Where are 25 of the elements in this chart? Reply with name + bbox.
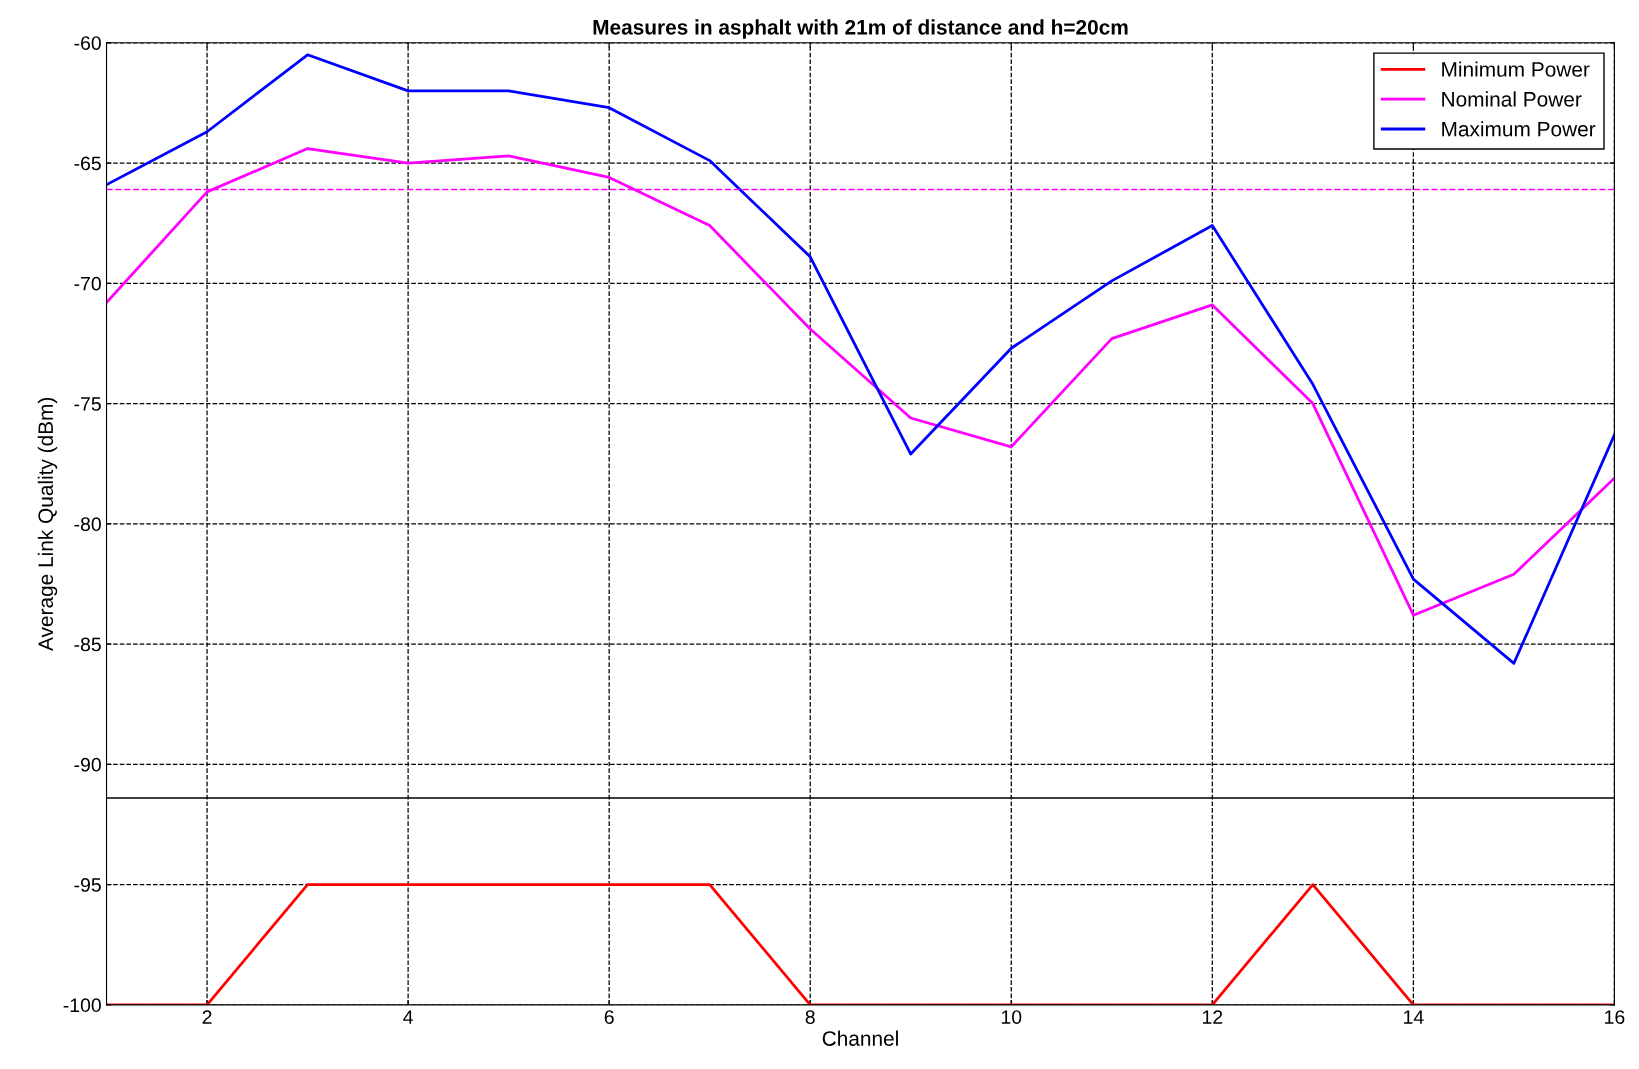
- y-tick-label: -90: [74, 757, 101, 772]
- x-tick-label: 2: [202, 1010, 212, 1024]
- y-axis-title: Average Link Quality (dBm): [37, 397, 58, 651]
- x-axis-title: Channel: [822, 1030, 898, 1046]
- x-tick-label: 8: [805, 1010, 815, 1024]
- y-tick-label: -70: [74, 276, 101, 291]
- x-tick-label: 12: [1202, 1010, 1223, 1024]
- x-tick-label: 16: [1605, 1010, 1625, 1024]
- y-tick-label: -65: [74, 156, 101, 171]
- line-series: [106, 147, 1615, 617]
- x-tick-label: 6: [604, 1010, 614, 1024]
- line-series: [106, 53, 1615, 665]
- y-tick-label: -80: [74, 517, 101, 532]
- legend-label: Nominal Power: [1442, 91, 1582, 107]
- y-tick-label: -75: [74, 397, 101, 411]
- y-tick-label: -85: [74, 637, 101, 652]
- y-tick-label: -100: [63, 998, 101, 1013]
- legend-label: Minimum Power: [1442, 61, 1590, 77]
- y-tick-label: -60: [74, 36, 101, 50]
- x-tick-label: 10: [1001, 1010, 1022, 1024]
- legend-label: Maximum Power: [1442, 121, 1596, 137]
- x-tick-label: 4: [403, 1010, 413, 1024]
- x-tick-label: 14: [1404, 1010, 1424, 1024]
- y-tick-label: -95: [74, 878, 101, 892]
- chart-title: Measures in asphalt with 21m of distance and h=20cm: [593, 19, 1128, 39]
